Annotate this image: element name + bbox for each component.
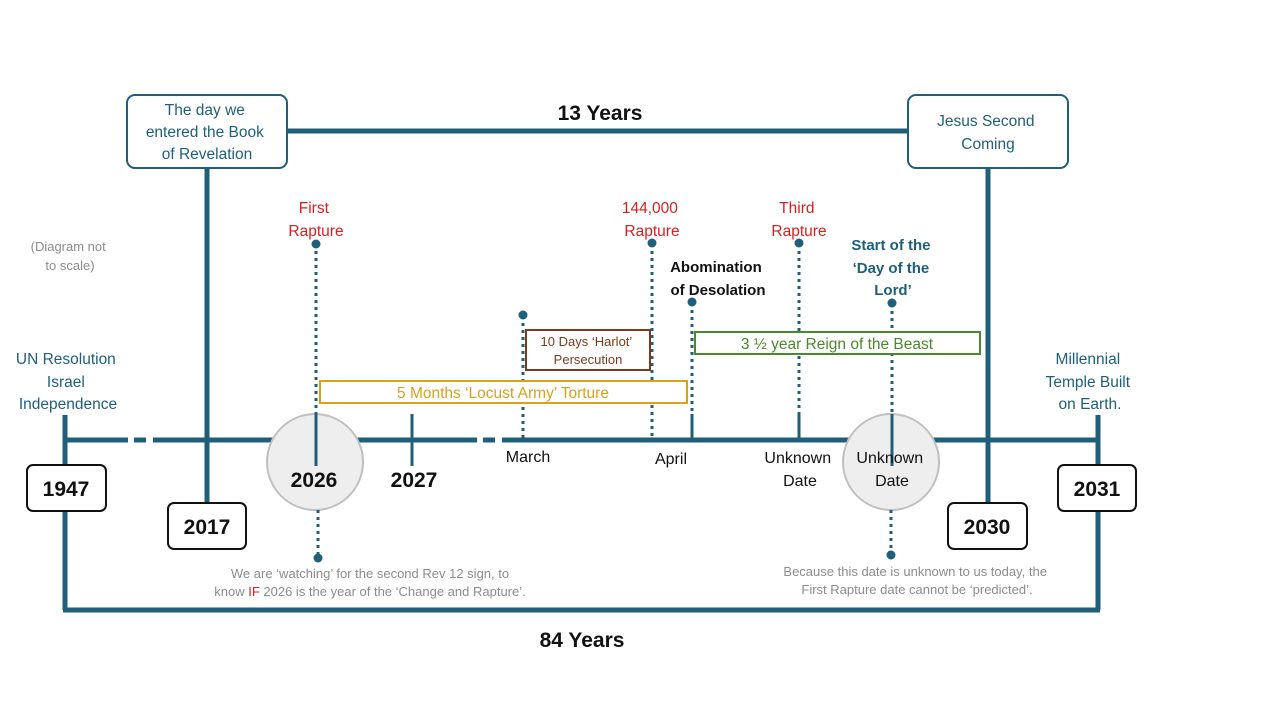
day-of-lord-dot — [887, 298, 897, 308]
first-rapture-label: First Rapture — [288, 200, 343, 240]
millennial-label: Millennial Temple Built on Earth. — [1046, 351, 1135, 413]
beast-period-label: 3 ½ year Reign of the Beast — [741, 336, 934, 353]
watching-note-line2: know IF 2026 is the year of the ‘Change … — [214, 584, 526, 599]
year-2017-box — [167, 502, 247, 550]
beast-period-box — [694, 331, 981, 355]
revelation-callout-text: The day we entered the Book of Revelatio… — [146, 102, 268, 163]
revelation-callout-box — [126, 94, 288, 169]
if-highlight: IF — [248, 584, 260, 599]
watching-dot — [313, 553, 323, 563]
year-2017-label: 2017 — [184, 516, 231, 539]
first-rapture-dot — [311, 239, 321, 249]
second-coming-callout-text: Jesus Second Coming — [937, 113, 1039, 153]
unknown-date-label: Unknown Date — [764, 450, 835, 490]
unknown-note: Because this date is unknown to us today… — [783, 564, 1050, 597]
year-2030-label: 2030 — [964, 516, 1011, 539]
not-to-scale-note: (Diagram not to scale) — [31, 239, 110, 273]
un-resolution-label: UN Resolution Israel Independence — [16, 351, 120, 413]
day-of-lord-label: Start of the ‘Day of the Lord’ — [851, 237, 934, 299]
year-2026-label: 2026 — [291, 469, 338, 492]
top-span-label: 13 Years — [558, 102, 643, 125]
year-2027-label: 2027 — [391, 469, 438, 492]
watching-note-line1: We are ‘watching’ for the second Rev 12 … — [231, 566, 509, 581]
third-rapture-dot — [794, 238, 804, 248]
year-2031-label: 2031 — [1074, 478, 1121, 501]
abomination-dot — [687, 297, 697, 307]
year-1947-box — [26, 464, 107, 512]
bottom-span-label: 84 Years — [540, 629, 625, 652]
third-rapture-label: Third Rapture — [771, 200, 826, 240]
harlot-period-label: 10 Days ‘Harlot’ Persecution — [541, 334, 636, 367]
april-label: April — [655, 451, 687, 468]
march-dot — [518, 310, 528, 320]
year-1947-label: 1947 — [43, 478, 90, 501]
harlot-period-box — [525, 329, 651, 371]
march-label: March — [506, 449, 550, 466]
year-2030-box — [947, 502, 1028, 550]
second-coming-callout-box — [907, 94, 1069, 169]
unknown-note-dot — [886, 550, 896, 560]
rapture-144000-label: 144,000 Rapture — [622, 200, 682, 240]
locust-period-box — [319, 380, 688, 404]
locust-period-label: 5 Months ‘Locust Army’ Torture — [397, 385, 609, 402]
abomination-label: Abomination of Desolation — [670, 259, 766, 299]
year-2031-box — [1057, 464, 1137, 512]
unknown-date-label-2: Unknown Date — [856, 450, 927, 490]
rapture-144000-dot — [647, 238, 657, 248]
